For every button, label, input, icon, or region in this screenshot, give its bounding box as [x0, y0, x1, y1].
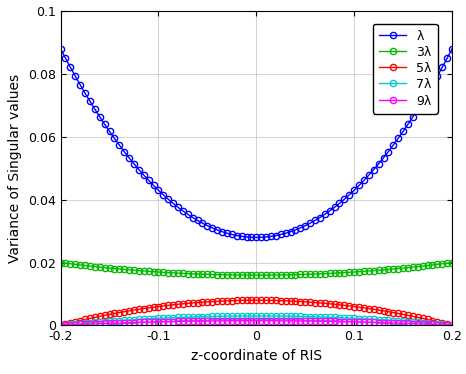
λ [449, 47, 455, 51]
λ [381, 156, 386, 160]
λ [415, 107, 420, 111]
7λ [449, 323, 455, 328]
9λ [58, 323, 63, 328]
Line: λ: λ [57, 46, 455, 240]
3λ [351, 270, 357, 274]
3λ [381, 267, 386, 272]
7λ [351, 316, 357, 321]
5λ [254, 298, 259, 303]
7λ [308, 315, 313, 319]
5λ [449, 323, 455, 328]
5λ [308, 300, 313, 304]
λ [254, 235, 259, 240]
5λ [381, 309, 386, 313]
7λ [278, 314, 283, 318]
Y-axis label: Variance of Singular values: Variance of Singular values [8, 74, 22, 263]
7λ [381, 318, 386, 322]
9λ [449, 323, 455, 328]
5λ [351, 304, 357, 309]
λ [278, 232, 283, 237]
Line: 7λ: 7λ [57, 313, 455, 328]
λ [58, 47, 63, 51]
λ [400, 129, 406, 134]
3λ [415, 264, 420, 269]
3λ [400, 266, 406, 270]
9λ [278, 319, 283, 323]
Line: 5λ: 5λ [57, 297, 455, 328]
5λ [278, 298, 283, 303]
5λ [58, 323, 63, 328]
Line: 9λ: 9λ [57, 318, 455, 328]
3λ [449, 260, 455, 265]
3λ [278, 273, 283, 277]
9λ [351, 320, 357, 324]
Legend: λ, 3λ, 5λ, 7λ, 9λ: λ, 3λ, 5λ, 7λ, 9λ [372, 24, 438, 114]
Line: 3λ: 3λ [57, 260, 455, 278]
9λ [415, 322, 420, 326]
9λ [308, 319, 313, 323]
λ [351, 188, 357, 193]
9λ [254, 318, 259, 323]
7λ [254, 314, 259, 318]
5λ [415, 315, 420, 320]
3λ [58, 260, 63, 265]
5λ [400, 312, 406, 317]
9λ [400, 321, 406, 325]
3λ [308, 272, 313, 276]
λ [308, 221, 313, 226]
7λ [415, 320, 420, 325]
7λ [58, 323, 63, 328]
7λ [400, 319, 406, 324]
X-axis label: z-coordinate of RIS: z-coordinate of RIS [191, 349, 322, 363]
9λ [381, 321, 386, 325]
3λ [254, 273, 259, 278]
